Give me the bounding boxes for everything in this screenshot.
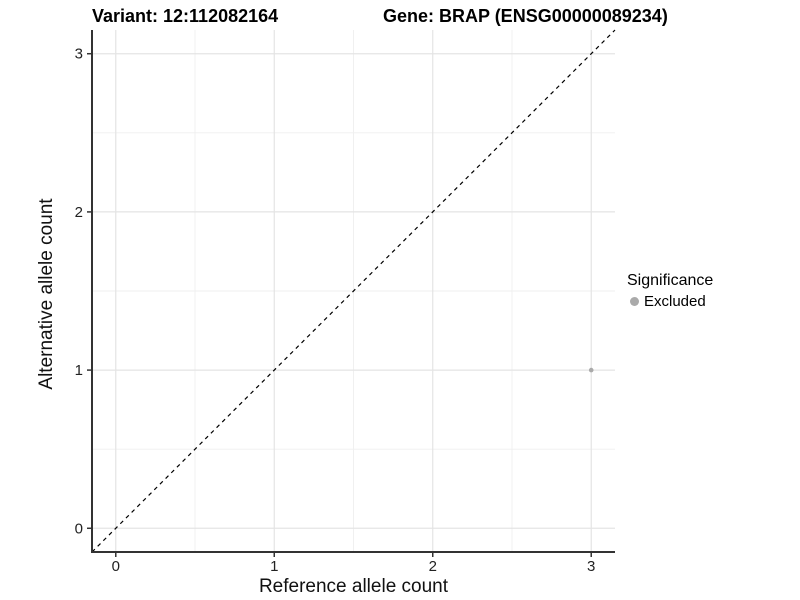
gene-title: Gene: BRAP (ENSG00000089234) bbox=[383, 6, 668, 26]
x-tick-label: 3 bbox=[587, 558, 595, 575]
y-tick-label: 2 bbox=[75, 204, 83, 221]
excluded-point-icon bbox=[630, 297, 639, 306]
y-tick-label: 3 bbox=[75, 46, 83, 63]
data-point bbox=[588, 367, 594, 373]
x-tick-label: 1 bbox=[270, 558, 278, 575]
legend: Significance Excluded bbox=[627, 272, 713, 310]
legend-item-label: Excluded bbox=[644, 293, 706, 310]
identity-line bbox=[91, 29, 616, 553]
x-axis-label: Reference allele count bbox=[258, 576, 449, 597]
y-axis-label: Alternative allele count bbox=[36, 198, 57, 390]
y-tick-label: 0 bbox=[75, 520, 83, 537]
x-tick-label: 2 bbox=[429, 558, 437, 575]
legend-item-excluded: Excluded bbox=[630, 293, 713, 310]
y-tick-label: 1 bbox=[75, 362, 83, 379]
x-tick-label: 0 bbox=[112, 558, 120, 575]
legend-title: Significance bbox=[627, 272, 714, 289]
variant-title: Variant: 12:112082164 bbox=[92, 6, 279, 26]
